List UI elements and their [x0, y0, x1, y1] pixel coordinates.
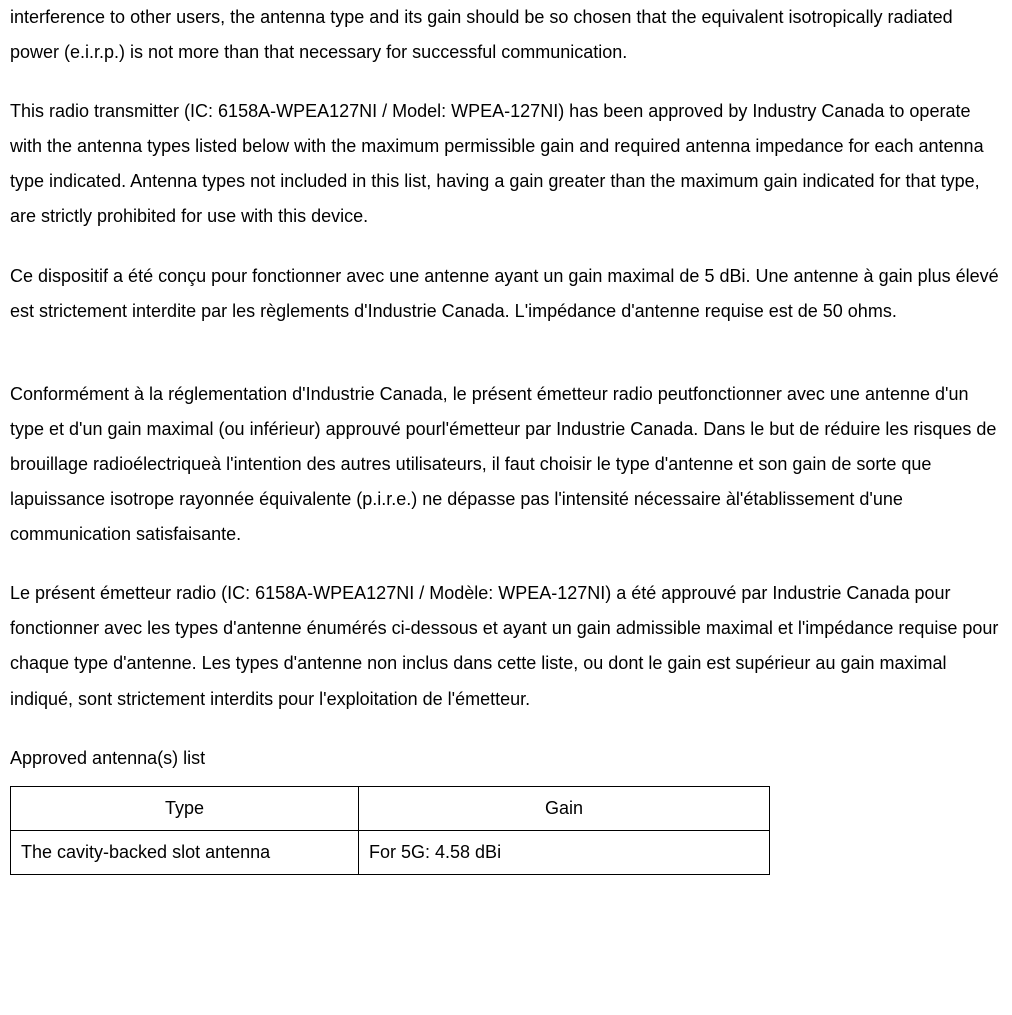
- approved-antenna-list-label: Approved antenna(s) list: [10, 741, 1002, 776]
- paragraph-1: interference to other users, the antenna…: [10, 0, 1002, 70]
- table-row: The cavity-backed slot antenna For 5G: 4…: [11, 830, 770, 874]
- paragraph-4: Conformément à la réglementation d'Indus…: [10, 377, 1002, 552]
- antenna-table: Type Gain The cavity-backed slot antenna…: [10, 786, 770, 875]
- table-header-type: Type: [11, 786, 359, 830]
- paragraph-2: This radio transmitter (IC: 6158A-WPEA12…: [10, 94, 1002, 234]
- paragraph-3: Ce dispositif a été conçu pour fonctionn…: [10, 259, 1002, 329]
- table-header-gain: Gain: [359, 786, 770, 830]
- table-cell-gain: For 5G: 4.58 dBi: [359, 830, 770, 874]
- table-cell-type: The cavity-backed slot antenna: [11, 830, 359, 874]
- table-header-row: Type Gain: [11, 786, 770, 830]
- paragraph-5: Le présent émetteur radio (IC: 6158A-WPE…: [10, 576, 1002, 716]
